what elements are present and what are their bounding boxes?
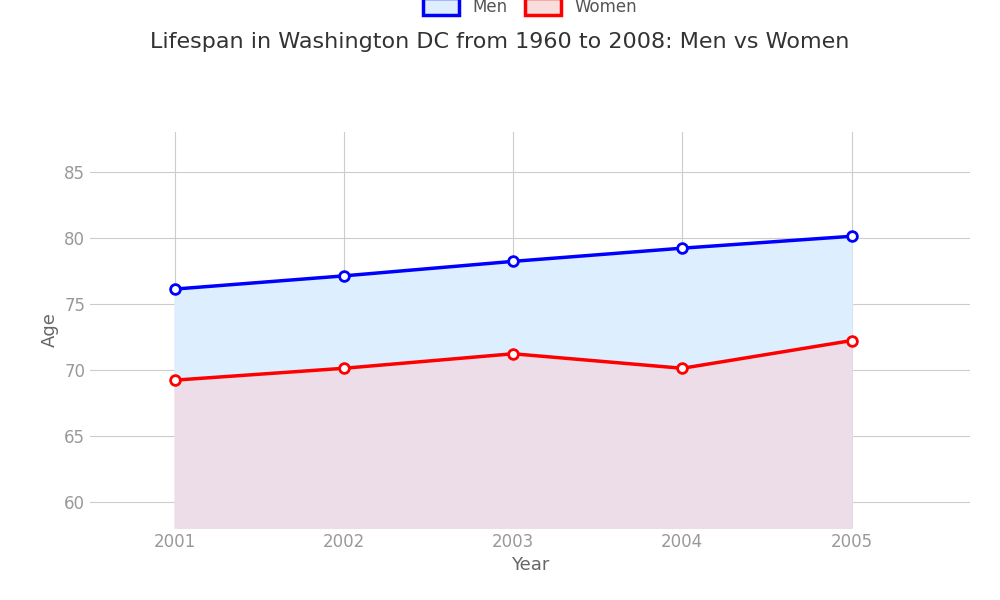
Legend: Men, Women: Men, Women — [414, 0, 646, 25]
Y-axis label: Age: Age — [41, 313, 59, 347]
X-axis label: Year: Year — [511, 556, 549, 574]
Text: Lifespan in Washington DC from 1960 to 2008: Men vs Women: Lifespan in Washington DC from 1960 to 2… — [150, 32, 850, 52]
